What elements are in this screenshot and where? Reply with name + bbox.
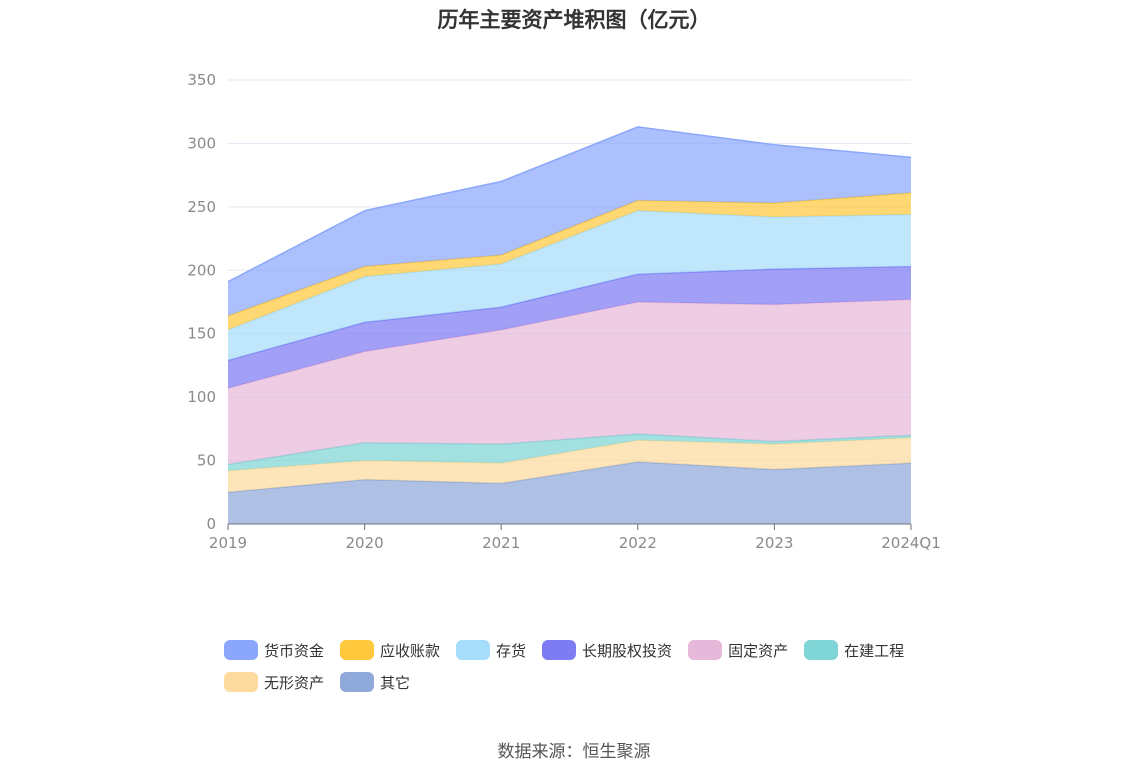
- area-series-7[interactable]: [228, 126, 911, 316]
- area-series-5[interactable]: [228, 210, 911, 361]
- area-series: [227, 126, 912, 524]
- legend-swatch: [340, 640, 375, 660]
- x-tick-label: 2019: [209, 534, 247, 552]
- legend-item[interactable]: 应收账款: [340, 640, 440, 660]
- legend-label: 在建工程: [844, 641, 905, 660]
- legend-item[interactable]: 长期股权投资: [542, 640, 672, 660]
- x-tick-label: 2020: [346, 534, 384, 552]
- x-tick-label: 2022: [619, 534, 657, 552]
- legend-swatch: [688, 640, 723, 660]
- legend-swatch: [224, 672, 258, 692]
- data-source: 数据来源：恒生聚源: [497, 742, 651, 762]
- legend-swatch: [804, 640, 839, 660]
- area-series-3[interactable]: [228, 299, 911, 465]
- y-tick-label: 150: [187, 325, 216, 343]
- area-series-line-7: [227, 126, 912, 283]
- x-tick-label: 2021: [482, 534, 520, 552]
- stacked-area-chart: 0 50 100 150 200 250 300 350 2019 2020 2021 2022 202…: [187, 71, 940, 552]
- legend-item[interactable]: 货币资金: [224, 640, 324, 660]
- x-tick-label: 2024Q1: [881, 534, 941, 552]
- legend-label: 货币资金: [264, 641, 325, 660]
- y-tick-label: 300: [187, 134, 216, 152]
- chart-title: 历年主要资产堆积图（亿元）: [437, 8, 711, 32]
- legend-swatch: [456, 640, 491, 660]
- x-tick-label: 2023: [755, 534, 793, 552]
- legend-item[interactable]: 其它: [340, 672, 410, 692]
- legend-label: 应收账款: [380, 641, 441, 660]
- y-tick-label: 0: [206, 515, 216, 533]
- area-series-0[interactable]: [228, 461, 911, 524]
- legend-item[interactable]: 存货: [456, 640, 526, 660]
- area-series-1[interactable]: [228, 437, 911, 493]
- axes: 0 50 100 150 200 250 300 350 2019 2020 2021 2022 202…: [187, 71, 940, 552]
- legend-label: 长期股权投资: [582, 641, 673, 660]
- legend-item[interactable]: 在建工程: [804, 640, 904, 660]
- y-tick-label: 250: [187, 198, 216, 216]
- legend-label: 无形资产: [264, 673, 325, 692]
- legend-label: 固定资产: [728, 641, 789, 660]
- area-series-6[interactable]: [228, 192, 911, 330]
- legend-item[interactable]: 固定资产: [688, 640, 788, 660]
- area-series-4[interactable]: [228, 266, 911, 389]
- legend: 货币资金 应收账款 存货 长期股权投资 固定资产 在建工程无形资产 其它: [224, 640, 944, 692]
- legend-label: 存货: [496, 641, 527, 660]
- y-tick-label: 350: [187, 71, 216, 89]
- y-tick-label: 50: [197, 452, 216, 470]
- legend-swatch: [224, 640, 258, 660]
- y-tick-label: 200: [187, 261, 216, 279]
- y-tick-label: 100: [187, 388, 216, 406]
- area-series-line-5: [227, 209, 912, 331]
- legend-item[interactable]: 无形资产: [224, 672, 324, 692]
- legend-swatch: [542, 640, 577, 660]
- legend-swatch: [340, 672, 375, 692]
- legend-label: 其它: [380, 673, 411, 692]
